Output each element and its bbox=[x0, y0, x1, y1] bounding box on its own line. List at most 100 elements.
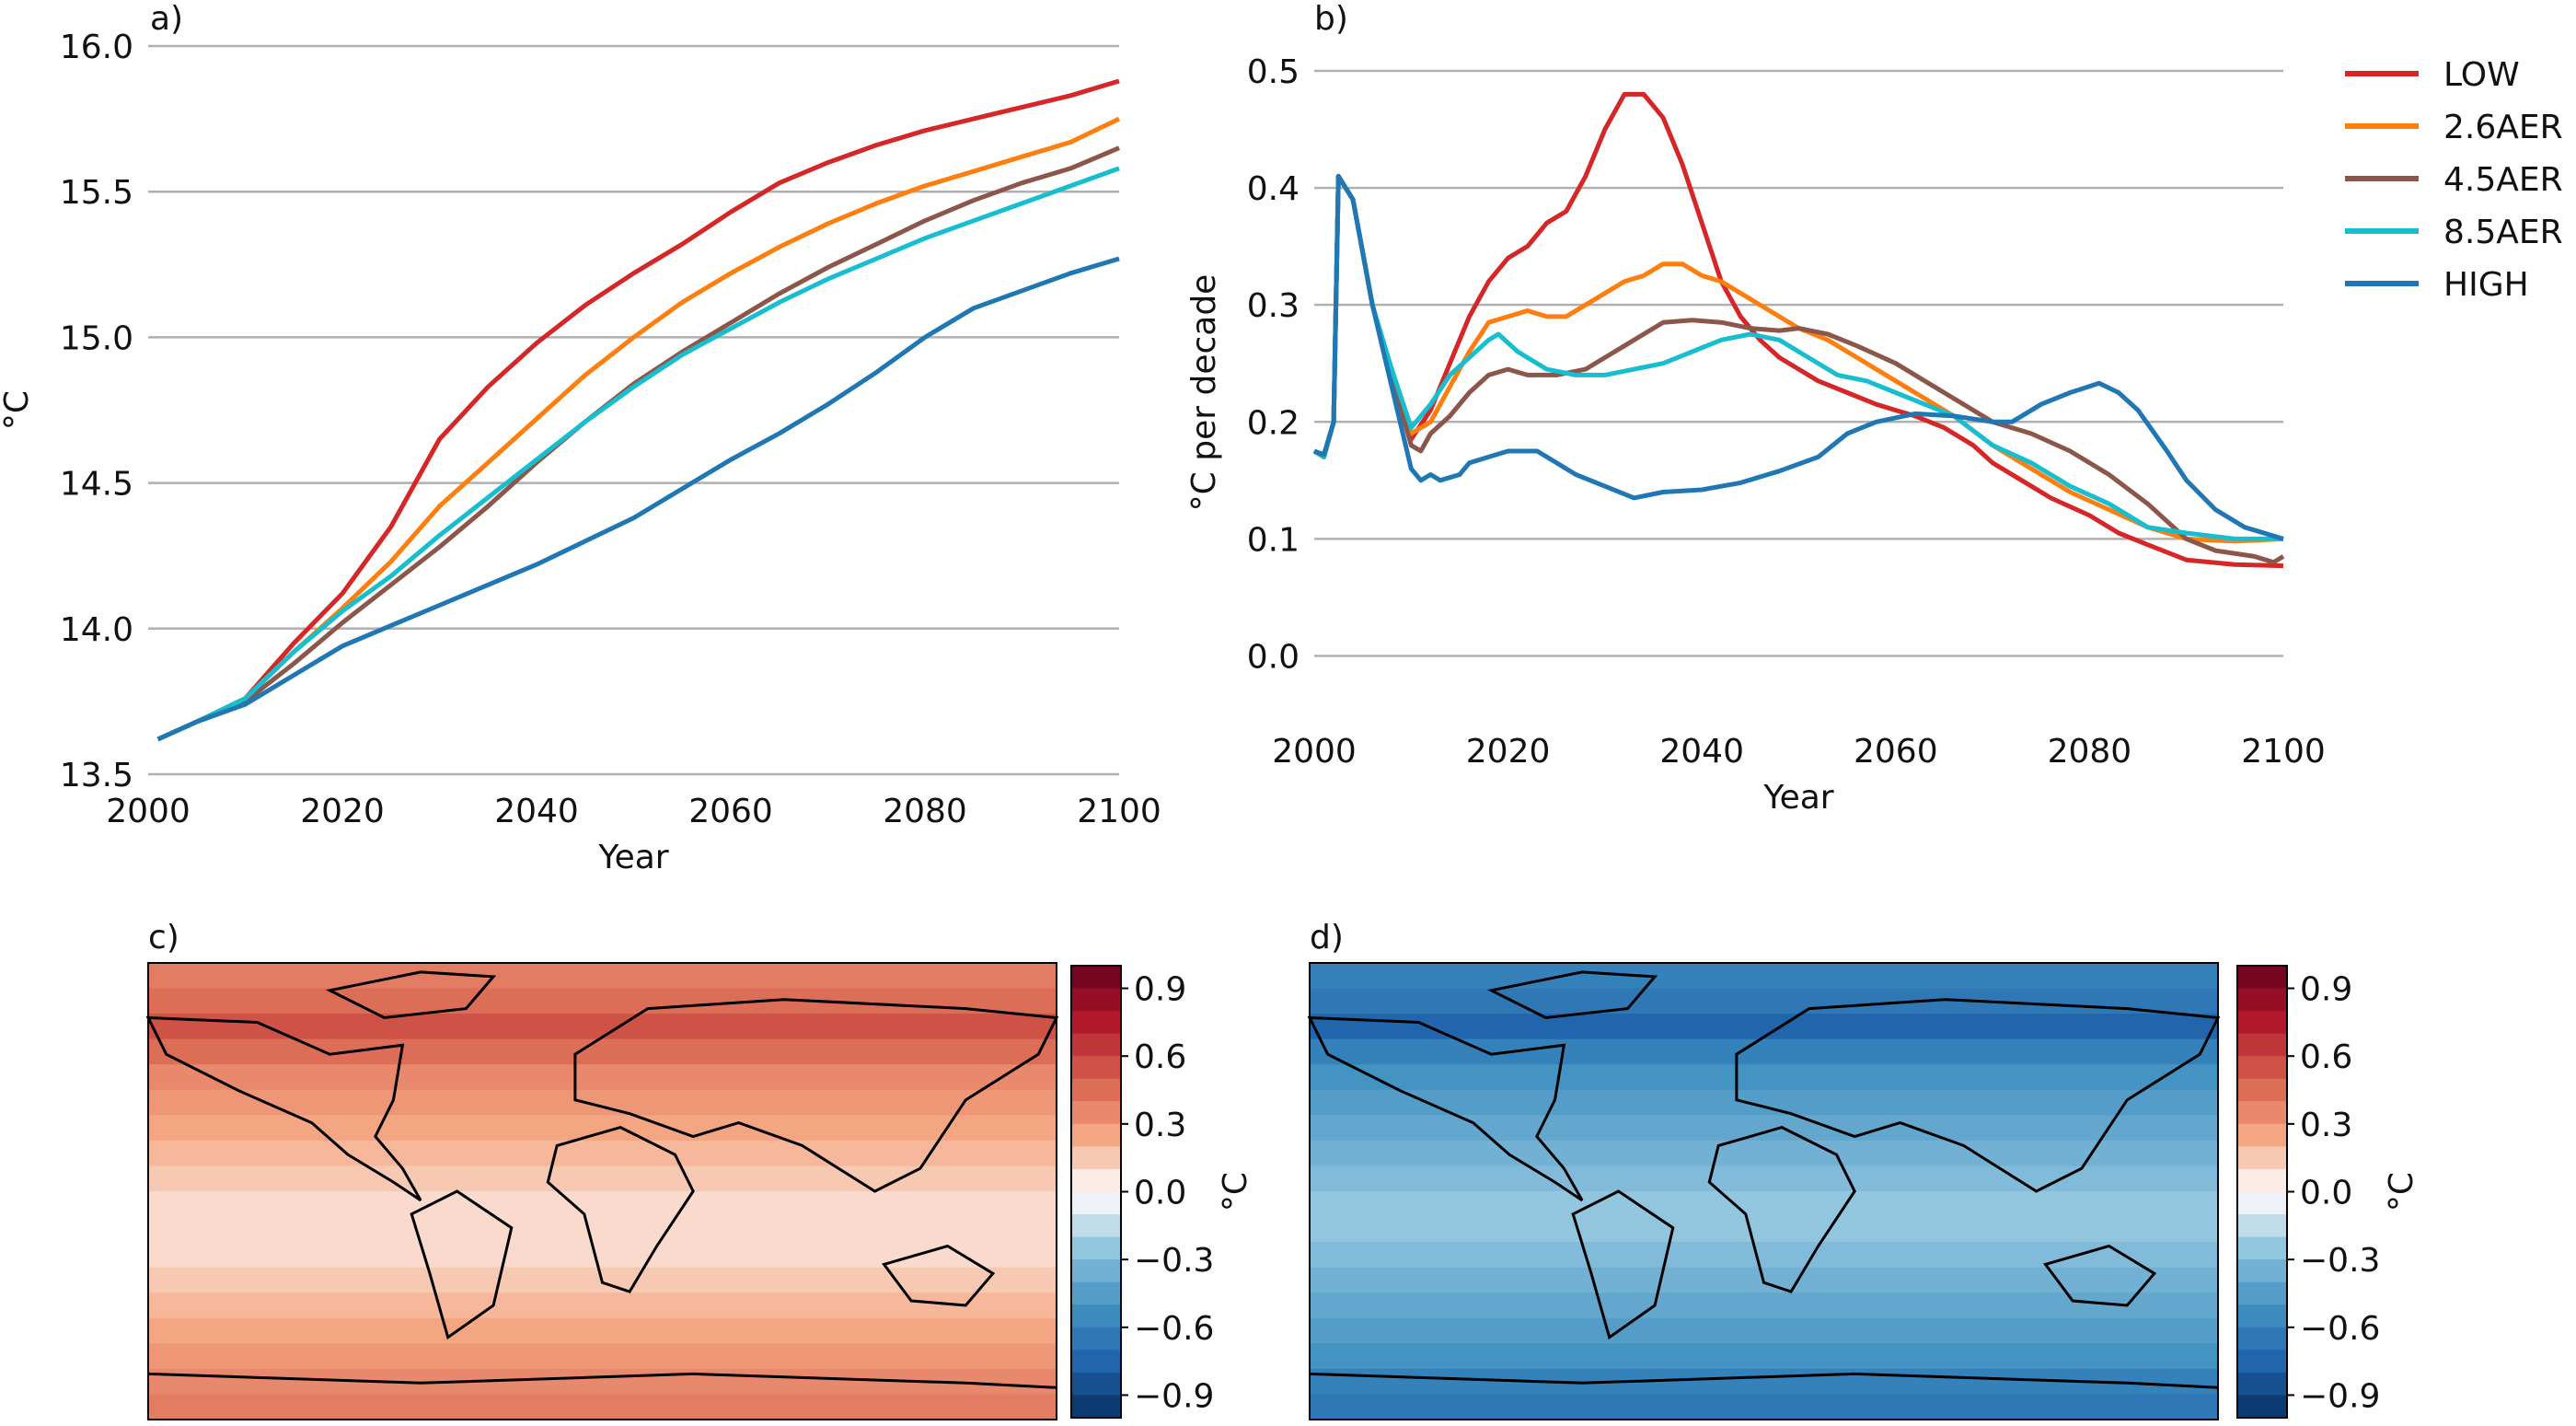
zonal-band bbox=[148, 1343, 1057, 1370]
coastline bbox=[1571, 1189, 1675, 1340]
panel-0: 13.5 14.0 14.5 15.0 15.5 16.0 2000 2020 2040 2060… bbox=[0, 0, 1161, 876]
colorbar-bin bbox=[1071, 1078, 1121, 1102]
colorbar-bin bbox=[2237, 1214, 2287, 1238]
zonal-band bbox=[1310, 1317, 2218, 1344]
panel-1: 0.0 0.1 0.2 0.3 0.4 0.5 2000 2020 2040 2060 2080 21… bbox=[1185, 0, 2326, 817]
coastline bbox=[145, 1015, 422, 1202]
colorbar-tick-label: 0.9 bbox=[1134, 971, 1186, 1009]
coastline bbox=[573, 998, 1059, 1193]
colorbar-bin bbox=[2237, 1078, 2287, 1102]
x-tick-label: 2000 bbox=[106, 793, 191, 830]
colorbar-bin bbox=[1071, 1236, 1121, 1260]
colorbar-bin bbox=[2237, 1146, 2287, 1170]
zonal-band bbox=[1310, 1014, 2218, 1040]
colorbar-bin bbox=[2237, 1056, 2287, 1080]
colorbar-bin bbox=[1071, 1123, 1121, 1147]
zonal-band bbox=[1310, 1343, 2218, 1370]
colorbar-bin bbox=[2237, 1372, 2287, 1396]
x-tick-label: 2060 bbox=[1854, 733, 1938, 771]
y-tick-label: 15.0 bbox=[60, 319, 133, 357]
map-frame bbox=[147, 962, 1057, 1420]
colorbar-tick-label: 0.6 bbox=[2300, 1038, 2352, 1076]
series-line-8.5AER bbox=[1312, 173, 2283, 541]
zonal-band bbox=[148, 1317, 1057, 1344]
zonal-band bbox=[1310, 1293, 2218, 1319]
colorbar-bin bbox=[2237, 1259, 2287, 1283]
zonal-band bbox=[148, 988, 1057, 1014]
series-line-HIGH bbox=[1313, 173, 2284, 541]
coastline bbox=[2042, 1244, 2157, 1307]
colorbar-tick-label: 0.0 bbox=[1134, 1175, 1186, 1212]
colorbar-tick-label: 0.6 bbox=[1134, 1038, 1186, 1076]
colorbar-bin bbox=[2237, 1236, 2287, 1260]
panel-label: b) bbox=[1314, 0, 1348, 38]
colorbar-tick-label: −0.6 bbox=[1134, 1310, 1214, 1348]
x-axis-label: Year bbox=[597, 839, 668, 876]
x-tick-label: 2060 bbox=[688, 793, 773, 830]
colorbar-bin bbox=[1071, 1191, 1121, 1215]
coastline bbox=[410, 1189, 514, 1340]
y-axis-label: °C per decade bbox=[1185, 274, 1223, 512]
colorbar-bin bbox=[1071, 1033, 1121, 1057]
coastline bbox=[1309, 1372, 2219, 1389]
legend-label: 8.5AER bbox=[2443, 214, 2563, 251]
colorbar-bin bbox=[1071, 1395, 1121, 1419]
colorbar-bin bbox=[2237, 1011, 2287, 1035]
colorbar-tick-label: 0.3 bbox=[1134, 1107, 1186, 1144]
series-line-LOW bbox=[1312, 91, 2284, 569]
coastline bbox=[1735, 998, 2221, 1193]
series-line-LOW bbox=[156, 78, 1120, 742]
y-tick-label: 13.5 bbox=[60, 757, 133, 794]
colorbar-tick-label: 0.3 bbox=[2300, 1107, 2352, 1144]
x-tick-label: 2080 bbox=[2048, 733, 2132, 771]
coastline bbox=[1307, 1015, 1584, 1202]
zonal-band bbox=[148, 1064, 1057, 1091]
zonal-band bbox=[1310, 1038, 2218, 1065]
colorbar-bin bbox=[2237, 1033, 2287, 1057]
zonal-band bbox=[1310, 963, 2218, 990]
colorbar-bin bbox=[2237, 1350, 2287, 1374]
y-tick-label: 0.5 bbox=[1247, 53, 1300, 91]
zonal-band bbox=[1310, 1242, 2218, 1269]
x-tick-label: 2020 bbox=[1466, 733, 1551, 771]
zonal-band bbox=[148, 1038, 1057, 1065]
x-axis-label: Year bbox=[1762, 779, 1833, 817]
colorbar-bin bbox=[1071, 1327, 1121, 1351]
colorbar-bin bbox=[2237, 1191, 2287, 1215]
zonal-band bbox=[148, 1140, 1057, 1166]
zonal-band bbox=[1310, 1089, 2218, 1116]
zonal-band bbox=[1310, 1191, 2218, 1218]
colorbar-bin bbox=[1071, 1168, 1121, 1192]
colorbar: 0.9 0.6 0.3 0.0 −0.3 −0.6 −0.9 °C bbox=[2236, 965, 2420, 1419]
zonal-band bbox=[148, 1242, 1057, 1269]
x-tick-label: 2000 bbox=[1272, 733, 1357, 771]
colorbar-label: °C bbox=[1217, 1172, 1254, 1212]
colorbar-bin bbox=[1071, 1101, 1121, 1125]
x-tick-label: 2080 bbox=[883, 793, 967, 830]
colorbar-bin bbox=[2237, 966, 2287, 990]
colorbar-bin bbox=[2237, 1168, 2287, 1192]
colorbar-bin bbox=[1071, 1146, 1121, 1170]
colorbar-bin bbox=[1071, 1011, 1121, 1035]
colorbar-tick-label: 0.9 bbox=[2300, 971, 2352, 1009]
coastline bbox=[325, 970, 497, 1020]
panel-label: c) bbox=[148, 919, 179, 956]
legend-label: 4.5AER bbox=[2443, 161, 2563, 199]
y-tick-label: 15.5 bbox=[60, 174, 133, 212]
zonal-band bbox=[148, 1394, 1057, 1420]
colorbar-bin bbox=[2237, 988, 2287, 1012]
zonal-band bbox=[1310, 1115, 2218, 1142]
zonal-band bbox=[1310, 1140, 2218, 1166]
map-panel-3: d) 0.9 0.6 0.3 0.0 −0.3 −0.6 −0.9 °C bbox=[1307, 919, 2420, 1420]
colorbar-bin bbox=[2237, 1123, 2287, 1147]
y-tick-label: 16.0 bbox=[60, 29, 133, 66]
colorbar-bin bbox=[1071, 1304, 1121, 1328]
y-tick-label: 0.3 bbox=[1247, 287, 1300, 325]
colorbar-label: °C bbox=[2383, 1172, 2420, 1212]
legend-label: 2.6AER bbox=[2443, 109, 2563, 146]
x-tick-label: 2020 bbox=[300, 793, 385, 830]
zonal-band bbox=[1310, 1064, 2218, 1091]
legend: LOW 2.6AER 4.5AER 8.5AER HIGH bbox=[2345, 56, 2563, 304]
series-line-8.5AER bbox=[156, 166, 1120, 742]
